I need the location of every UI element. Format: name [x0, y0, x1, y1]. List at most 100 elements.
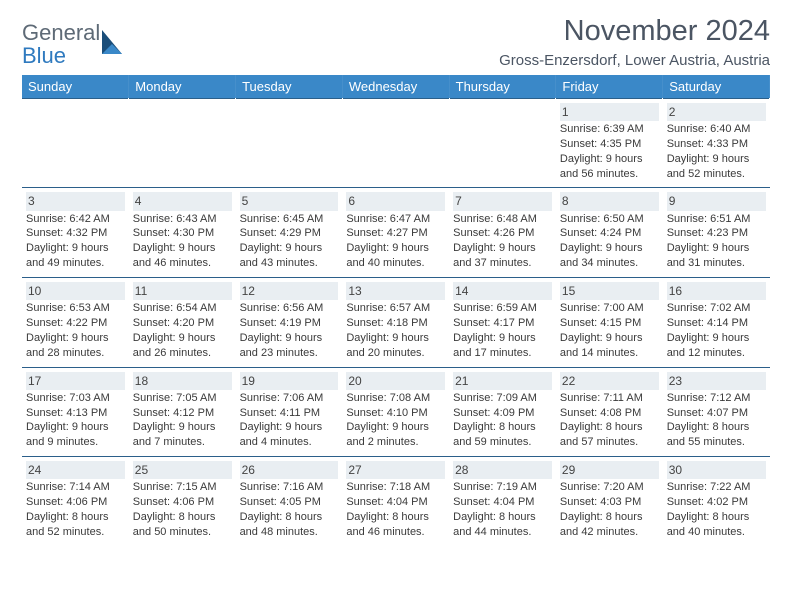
daylight-text: Daylight: 9 hours and 43 minutes.	[240, 241, 339, 271]
calendar-day-cell	[449, 98, 556, 188]
calendar-day-cell: 28Sunrise: 7:19 AMSunset: 4:04 PMDayligh…	[449, 457, 556, 546]
calendar-day-cell: 22Sunrise: 7:11 AMSunset: 4:08 PMDayligh…	[556, 367, 663, 457]
day-header-row: Sunday Monday Tuesday Wednesday Thursday…	[22, 75, 770, 99]
daylight-text: Daylight: 8 hours and 59 minutes.	[453, 420, 552, 450]
calendar-day-cell	[129, 98, 236, 188]
daylight-text: Daylight: 9 hours and 14 minutes.	[560, 331, 659, 361]
calendar-day-cell: 26Sunrise: 7:16 AMSunset: 4:05 PMDayligh…	[236, 457, 343, 546]
day-number: 17	[26, 372, 125, 390]
sunset-text: Sunset: 4:32 PM	[26, 226, 125, 241]
sunrise-text: Sunrise: 6:42 AM	[26, 212, 125, 227]
calendar-day-cell: 16Sunrise: 7:02 AMSunset: 4:14 PMDayligh…	[663, 278, 770, 368]
daylight-text: Daylight: 8 hours and 46 minutes.	[346, 510, 445, 540]
daylight-text: Daylight: 8 hours and 44 minutes.	[453, 510, 552, 540]
day-header: Wednesday	[342, 75, 449, 99]
sunset-text: Sunset: 4:27 PM	[346, 226, 445, 241]
day-details: Sunrise: 7:06 AMSunset: 4:11 PMDaylight:…	[240, 391, 339, 450]
calendar-day-cell: 7Sunrise: 6:48 AMSunset: 4:26 PMDaylight…	[449, 188, 556, 278]
sunrise-text: Sunrise: 7:18 AM	[346, 480, 445, 495]
day-number: 12	[240, 282, 339, 300]
calendar-day-cell: 5Sunrise: 6:45 AMSunset: 4:29 PMDaylight…	[236, 188, 343, 278]
sunrise-text: Sunrise: 7:14 AM	[26, 480, 125, 495]
daylight-text: Daylight: 9 hours and 52 minutes.	[667, 152, 766, 182]
calendar-day-cell: 15Sunrise: 7:00 AMSunset: 4:15 PMDayligh…	[556, 278, 663, 368]
calendar-day-cell: 18Sunrise: 7:05 AMSunset: 4:12 PMDayligh…	[129, 367, 236, 457]
sunset-text: Sunset: 4:03 PM	[560, 495, 659, 510]
day-details: Sunrise: 6:40 AMSunset: 4:33 PMDaylight:…	[667, 122, 766, 181]
day-details: Sunrise: 7:00 AMSunset: 4:15 PMDaylight:…	[560, 301, 659, 360]
brand-word2: Blue	[22, 43, 66, 68]
day-number: 30	[667, 461, 766, 479]
brand-word1: General	[22, 20, 100, 45]
daylight-text: Daylight: 8 hours and 42 minutes.	[560, 510, 659, 540]
calendar-table: Sunday Monday Tuesday Wednesday Thursday…	[22, 75, 770, 546]
daylight-text: Daylight: 9 hours and 4 minutes.	[240, 420, 339, 450]
daylight-text: Daylight: 9 hours and 28 minutes.	[26, 331, 125, 361]
daylight-text: Daylight: 9 hours and 23 minutes.	[240, 331, 339, 361]
daylight-text: Daylight: 8 hours and 55 minutes.	[667, 420, 766, 450]
day-details: Sunrise: 7:12 AMSunset: 4:07 PMDaylight:…	[667, 391, 766, 450]
daylight-text: Daylight: 9 hours and 46 minutes.	[133, 241, 232, 271]
sunrise-text: Sunrise: 7:22 AM	[667, 480, 766, 495]
sunset-text: Sunset: 4:19 PM	[240, 316, 339, 331]
calendar-day-cell: 10Sunrise: 6:53 AMSunset: 4:22 PMDayligh…	[22, 278, 129, 368]
calendar-day-cell: 2Sunrise: 6:40 AMSunset: 4:33 PMDaylight…	[663, 98, 770, 188]
day-number: 24	[26, 461, 125, 479]
day-details: Sunrise: 7:22 AMSunset: 4:02 PMDaylight:…	[667, 480, 766, 539]
day-number: 26	[240, 461, 339, 479]
calendar-day-cell: 13Sunrise: 6:57 AMSunset: 4:18 PMDayligh…	[342, 278, 449, 368]
day-number: 8	[560, 192, 659, 210]
sunset-text: Sunset: 4:33 PM	[667, 137, 766, 152]
day-number: 16	[667, 282, 766, 300]
sunrise-text: Sunrise: 6:48 AM	[453, 212, 552, 227]
day-details: Sunrise: 7:05 AMSunset: 4:12 PMDaylight:…	[133, 391, 232, 450]
calendar-day-cell: 25Sunrise: 7:15 AMSunset: 4:06 PMDayligh…	[129, 457, 236, 546]
daylight-text: Daylight: 9 hours and 56 minutes.	[560, 152, 659, 182]
sunset-text: Sunset: 4:23 PM	[667, 226, 766, 241]
day-details: Sunrise: 7:08 AMSunset: 4:10 PMDaylight:…	[346, 391, 445, 450]
calendar-day-cell: 27Sunrise: 7:18 AMSunset: 4:04 PMDayligh…	[342, 457, 449, 546]
sunset-text: Sunset: 4:09 PM	[453, 406, 552, 421]
day-details: Sunrise: 6:53 AMSunset: 4:22 PMDaylight:…	[26, 301, 125, 360]
sunrise-text: Sunrise: 6:59 AM	[453, 301, 552, 316]
brand-text: General Blue	[22, 22, 100, 68]
calendar-page: General Blue November 2024 Gross-Enzersd…	[0, 0, 792, 562]
daylight-text: Daylight: 8 hours and 40 minutes.	[667, 510, 766, 540]
sunset-text: Sunset: 4:12 PM	[133, 406, 232, 421]
sunrise-text: Sunrise: 7:00 AM	[560, 301, 659, 316]
day-details: Sunrise: 6:42 AMSunset: 4:32 PMDaylight:…	[26, 212, 125, 271]
day-number: 27	[346, 461, 445, 479]
sunset-text: Sunset: 4:35 PM	[560, 137, 659, 152]
calendar-week-row: 1Sunrise: 6:39 AMSunset: 4:35 PMDaylight…	[22, 98, 770, 188]
day-details: Sunrise: 7:03 AMSunset: 4:13 PMDaylight:…	[26, 391, 125, 450]
calendar-day-cell: 24Sunrise: 7:14 AMSunset: 4:06 PMDayligh…	[22, 457, 129, 546]
day-number: 20	[346, 372, 445, 390]
sunrise-text: Sunrise: 7:12 AM	[667, 391, 766, 406]
sail-icon	[100, 26, 126, 60]
daylight-text: Daylight: 9 hours and 26 minutes.	[133, 331, 232, 361]
day-details: Sunrise: 7:11 AMSunset: 4:08 PMDaylight:…	[560, 391, 659, 450]
sunset-text: Sunset: 4:05 PM	[240, 495, 339, 510]
day-number: 4	[133, 192, 232, 210]
day-number: 29	[560, 461, 659, 479]
day-number: 6	[346, 192, 445, 210]
sunset-text: Sunset: 4:06 PM	[26, 495, 125, 510]
sunrise-text: Sunrise: 7:03 AM	[26, 391, 125, 406]
sunset-text: Sunset: 4:04 PM	[453, 495, 552, 510]
sunset-text: Sunset: 4:14 PM	[667, 316, 766, 331]
sunset-text: Sunset: 4:07 PM	[667, 406, 766, 421]
sunrise-text: Sunrise: 6:51 AM	[667, 212, 766, 227]
day-header: Monday	[129, 75, 236, 99]
daylight-text: Daylight: 9 hours and 2 minutes.	[346, 420, 445, 450]
day-header: Sunday	[22, 75, 129, 99]
sunset-text: Sunset: 4:29 PM	[240, 226, 339, 241]
day-header: Thursday	[449, 75, 556, 99]
calendar-week-row: 17Sunrise: 7:03 AMSunset: 4:13 PMDayligh…	[22, 367, 770, 457]
sunrise-text: Sunrise: 6:39 AM	[560, 122, 659, 137]
day-details: Sunrise: 6:43 AMSunset: 4:30 PMDaylight:…	[133, 212, 232, 271]
sunset-text: Sunset: 4:15 PM	[560, 316, 659, 331]
day-details: Sunrise: 7:15 AMSunset: 4:06 PMDaylight:…	[133, 480, 232, 539]
calendar-day-cell: 4 Sunrise: 6:43 AMSunset: 4:30 PMDaylight…	[129, 188, 236, 278]
daylight-text: Daylight: 9 hours and 12 minutes.	[667, 331, 766, 361]
day-number: 3	[26, 192, 125, 210]
